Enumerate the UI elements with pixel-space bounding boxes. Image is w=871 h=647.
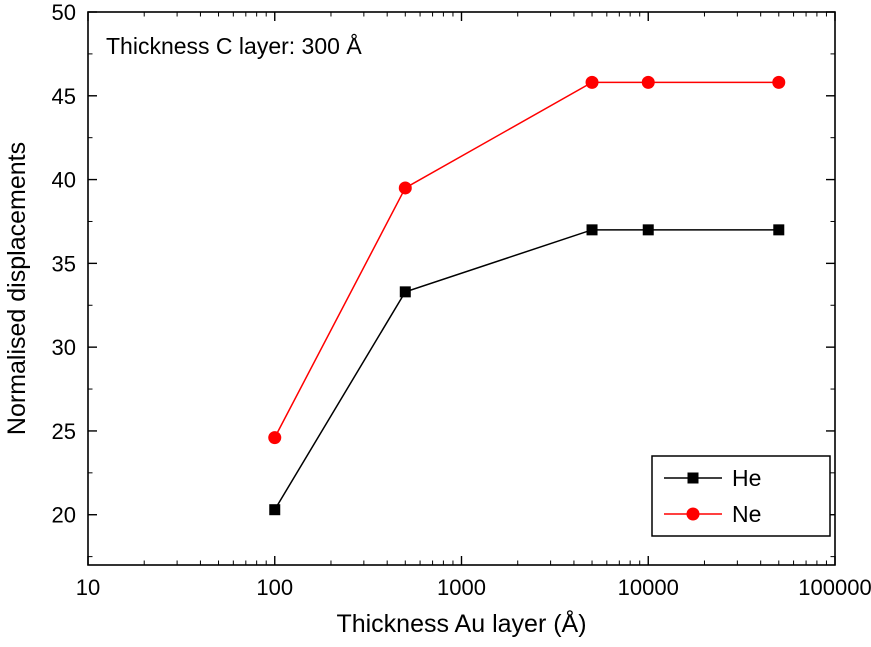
tick-labels: 10 100 1000 10000 100000 20 25 30 35 40 45 50	[52, 0, 871, 600]
legend-label: He	[732, 465, 761, 491]
x-tick-label: 100000	[798, 575, 871, 600]
y-axis-title: Normalised displacements	[3, 142, 31, 435]
y-tick-label: 35	[52, 251, 76, 276]
y-tick-label: 45	[52, 84, 76, 109]
x-tick-label: 1000	[437, 575, 486, 600]
legend-entry-he: He	[664, 465, 761, 491]
x-tick-label: 100	[256, 575, 293, 600]
y-tick-label: 30	[52, 335, 76, 360]
legend-label: Ne	[732, 501, 761, 527]
x-tick-label: 10000	[618, 575, 679, 600]
series-ne	[268, 75, 786, 445]
x-tick-label: 10	[76, 575, 100, 600]
data-point-square	[687, 472, 699, 484]
data-point-circle	[398, 181, 412, 195]
x-axis-title: Thickness Au layer (Å)	[336, 608, 586, 638]
data-point-circle	[268, 431, 282, 445]
legend-entry-ne: Ne	[664, 501, 761, 527]
data-point-circle	[641, 75, 655, 89]
data-point-square	[642, 224, 654, 236]
data-point-square	[586, 224, 598, 236]
axis-ticks	[87, 11, 836, 565]
data-point-square	[399, 286, 411, 298]
series-he	[269, 224, 785, 516]
legend: He Ne	[651, 455, 831, 537]
y-tick-label: 50	[52, 0, 76, 25]
data-point-circle	[585, 75, 599, 89]
data-point-square	[269, 504, 281, 516]
y-tick-label: 20	[52, 503, 76, 528]
data-point-circle	[772, 75, 786, 89]
legend-box	[651, 455, 831, 537]
y-tick-label: 25	[52, 419, 76, 444]
data-point-circle	[686, 507, 700, 521]
axis-minor-ticks	[88, 12, 835, 565]
data-point-square	[773, 224, 785, 236]
annotation-c-layer-thickness: Thickness C layer: 300 Å	[106, 32, 362, 59]
y-tick-label: 40	[52, 168, 76, 193]
